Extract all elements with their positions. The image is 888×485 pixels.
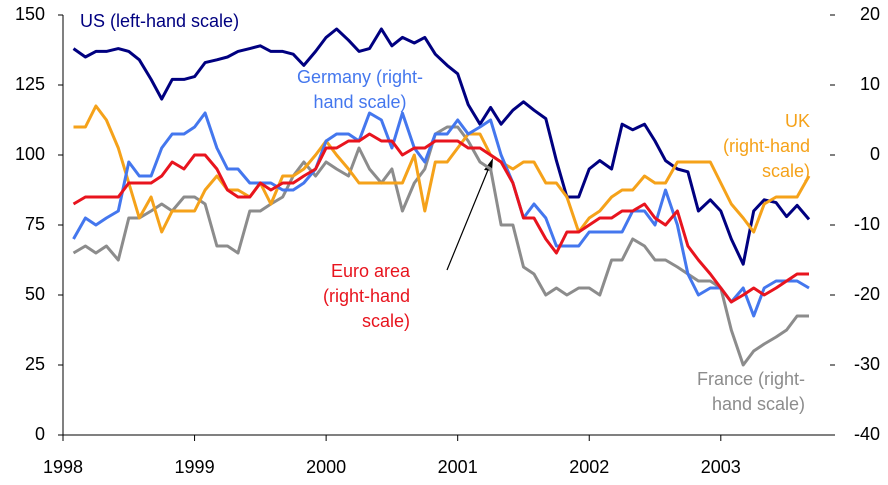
y2-tick-label: -40 [854,424,880,444]
series-line [72,132,809,304]
y2-tick-label: -20 [854,284,880,304]
annotation: US (left-hand scale) [80,11,239,31]
y-tick-label: 50 [25,284,45,304]
x-tick-label: 2000 [306,457,346,477]
annotation: UK [785,111,810,131]
y-tick-label: 0 [35,424,45,444]
annotation: hand scale) [313,92,406,112]
x-tick-label: 2001 [438,457,478,477]
y2-tick-label: -30 [854,354,880,374]
x-tick-label: 2003 [701,457,741,477]
y2-tick-label: 20 [860,4,880,24]
y2-tick-label: 0 [870,144,880,164]
y-tick-label: 125 [15,74,45,94]
annotation: (right-hand [323,286,410,306]
y-tick-label: 25 [25,354,45,374]
y-tick-label: 150 [15,4,45,24]
series-line [72,111,810,318]
annotation: Euro area [331,261,411,281]
annotation: scale) [762,161,810,181]
annotation: hand scale) [712,394,805,414]
x-tick-label: 1999 [175,457,215,477]
y-tick-label: 75 [25,214,45,234]
arrow [446,164,491,271]
y-tick-label: 100 [15,144,45,164]
x-tick-label: 2002 [569,457,609,477]
y2-tick-label: 10 [860,74,880,94]
series-line [72,27,811,266]
annotation: Germany (right- [297,67,423,87]
series-line [73,104,811,234]
y2-tick-label: -10 [854,214,880,234]
annotation: France (right- [697,369,805,389]
x-tick-label: 1998 [43,457,83,477]
annotation: (right-hand [723,136,810,156]
annotation: scale) [362,311,410,331]
